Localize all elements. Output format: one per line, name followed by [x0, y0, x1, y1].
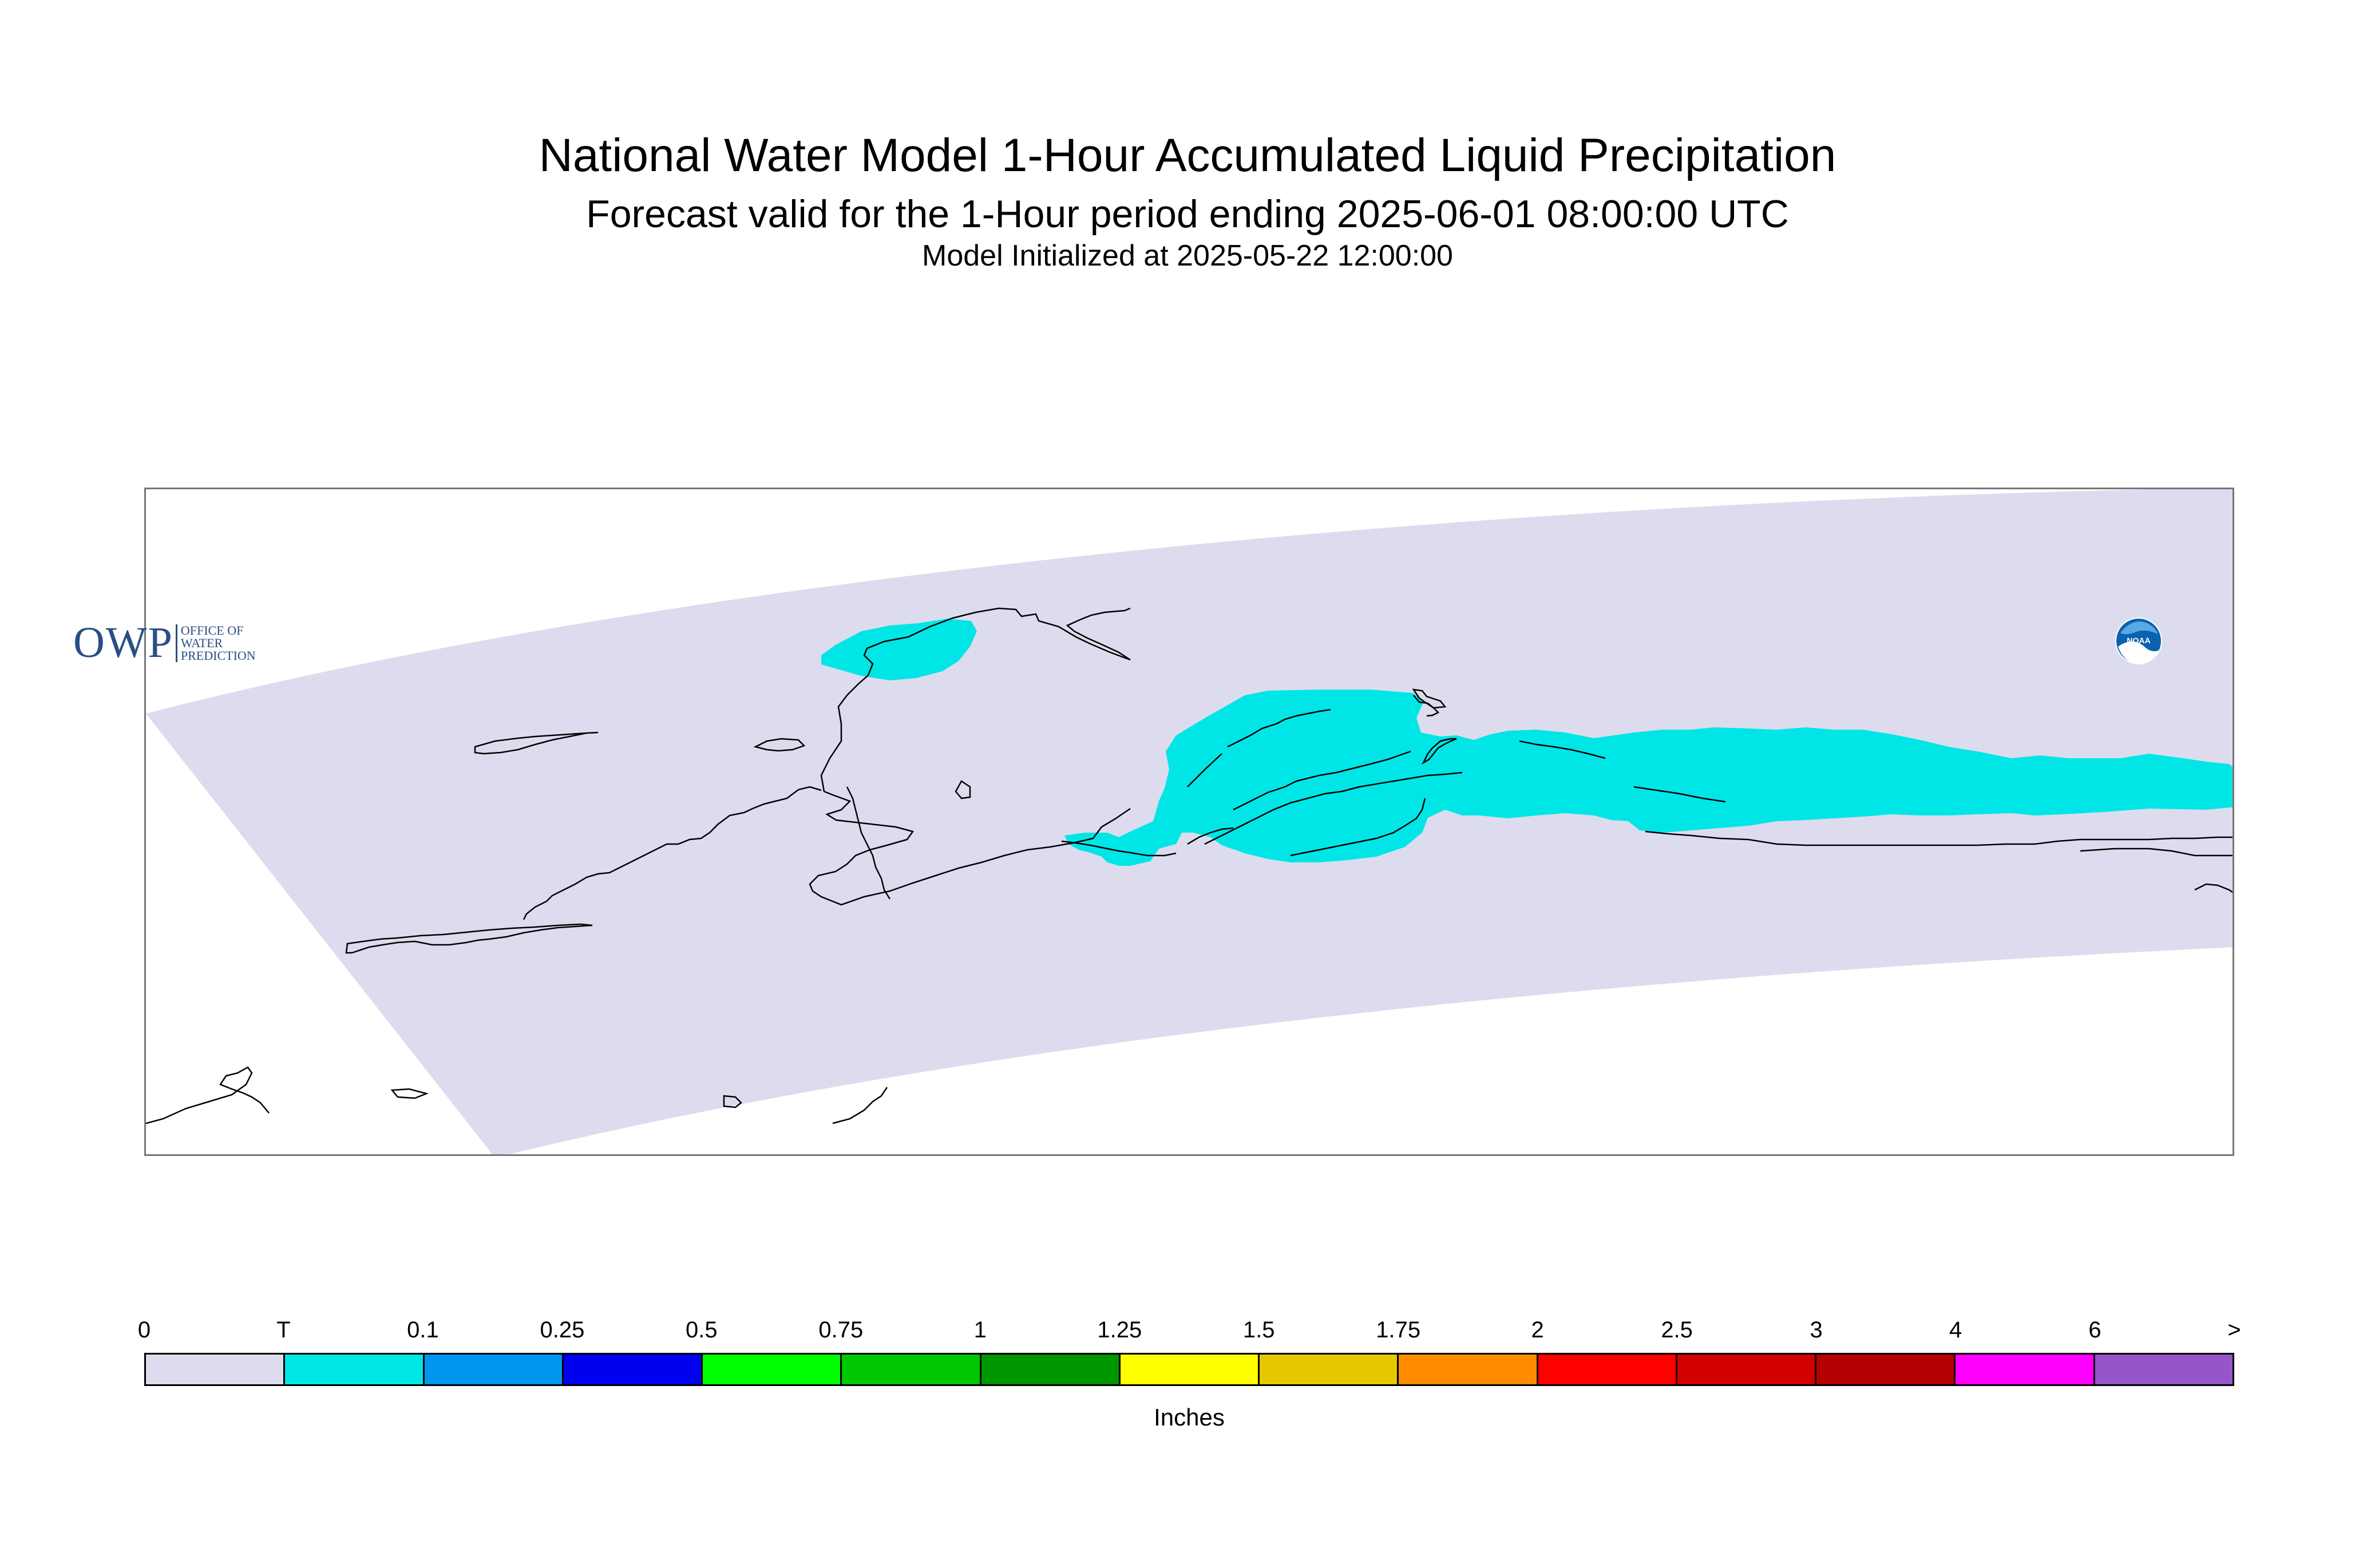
- coastline-inlet-1: [474, 731, 599, 755]
- coastline-southeast-2: [2194, 883, 2232, 893]
- legend-swatch: [1538, 1355, 1677, 1384]
- coastline-alaska-range: [846, 786, 891, 900]
- precip-legend: 0 T 0.1 0.25 0.5 0.75 1 1.25 1.5 1.75 2 2.5 3 4 6 > Inc…: [138, 1316, 2241, 1436]
- coastline-north-arc-1: [1413, 695, 1440, 717]
- legend-swatch: [703, 1355, 842, 1384]
- legend-swatch: [1677, 1355, 1817, 1384]
- legend-tick-label: 1.75: [1376, 1317, 1421, 1343]
- coastline-bay-inner-3: [1204, 771, 1463, 845]
- coastline-southeast: [2080, 848, 2232, 857]
- legend-swatch: [1816, 1355, 1956, 1384]
- coastline-island-chain-1: [1187, 827, 1234, 845]
- legend-tick-label: 0.75: [818, 1317, 864, 1343]
- legend-swatch: [563, 1355, 703, 1384]
- legend-tick-label: T: [276, 1317, 291, 1343]
- legend-tick-label: 2.5: [1661, 1317, 1693, 1343]
- coastline-south: [146, 1066, 270, 1124]
- legend-tick-label: 0.25: [540, 1317, 585, 1343]
- legend-tick-label: 1: [973, 1317, 987, 1343]
- coastline-island-chain-4: [1633, 786, 1726, 803]
- coastline-lagoon: [1061, 840, 1177, 857]
- owp-logo-mark: OWP: [73, 619, 173, 667]
- precip-area-main: [1064, 690, 2232, 866]
- map-frame: [144, 488, 2234, 1156]
- owp-logo-text: OFFICE OF WATER PREDICTION: [175, 623, 256, 663]
- coastline-peninsula-west: [345, 923, 593, 954]
- legend-units-label: Inches: [1154, 1404, 1225, 1431]
- coastline-small-island-1: [723, 1095, 742, 1108]
- noaa-logo: NOAA: [2115, 617, 2162, 664]
- coastline-island-north-2: [1421, 738, 1457, 765]
- legend-tick-label: 0: [137, 1317, 151, 1343]
- precip-area-north: [821, 619, 977, 680]
- coastline-east-shore: [1645, 830, 2232, 846]
- coastline-bay-inner-4: [1290, 798, 1426, 857]
- map-subtitle-valid-time: Forecast valid for the 1-Hour period end…: [586, 192, 1789, 236]
- owp-logo-line-3: PREDICTION: [180, 648, 256, 663]
- legend-swatch: [1120, 1355, 1260, 1384]
- coastline-inlet-3: [955, 780, 971, 799]
- legend-swatch: [1956, 1355, 2095, 1384]
- owp-logo-line-2: WATER: [180, 635, 223, 650]
- coastline-bay-inner-1: [1233, 750, 1411, 811]
- coastline-island-chain-3: [1519, 740, 1606, 759]
- coastline-bay-west: [522, 786, 822, 920]
- coastline-peninsula-south: [832, 1087, 888, 1124]
- owp-logo: OWP OFFICE OF WATER PREDICTION: [73, 618, 256, 668]
- map-title: National Water Model 1-Hour Accumulated …: [539, 129, 1836, 181]
- legend-tick-label: 0.1: [407, 1317, 439, 1343]
- legend-swatch: [981, 1355, 1121, 1384]
- coastline-mainland: [809, 607, 1131, 906]
- coastline-inlet-2: [753, 738, 806, 752]
- legend-tick-label: 3: [1810, 1317, 1823, 1343]
- legend-swatch: [146, 1355, 286, 1384]
- legend-tick-label: 6: [2088, 1317, 2101, 1343]
- legend-tick-label: >: [2227, 1317, 2241, 1343]
- coastline-island-chain-2: [1187, 753, 1222, 787]
- legend-color-bar: [144, 1353, 2234, 1386]
- legend-swatch: [2095, 1355, 2232, 1384]
- legend-tick-label: 4: [1949, 1317, 1962, 1343]
- legend-tick-label: 1.5: [1242, 1317, 1275, 1343]
- coastline-island-north-1: [1412, 688, 1447, 709]
- noaa-logo-text: NOAA: [2127, 636, 2150, 645]
- map-subtitle-init-time: Model Initialized at 2025-05-22 12:00:00: [922, 239, 1453, 272]
- owp-logo-line-1: OFFICE OF: [180, 623, 244, 638]
- legend-swatch: [842, 1355, 981, 1384]
- legend-swatch: [1260, 1355, 1399, 1384]
- coastlines: [146, 607, 2232, 1124]
- legend-tick-label: 0.5: [686, 1317, 718, 1343]
- coastline-small-island-2: [390, 1088, 429, 1099]
- legend-swatch: [424, 1355, 564, 1384]
- coastline-bay-inner-2: [1227, 708, 1331, 748]
- legend-tick-label: 1.25: [1097, 1317, 1142, 1343]
- legend-tick-label: 2: [1531, 1317, 1544, 1343]
- map-canvas: [146, 489, 2232, 1154]
- legend-swatch: [285, 1355, 425, 1384]
- legend-swatch: [1399, 1355, 1538, 1384]
